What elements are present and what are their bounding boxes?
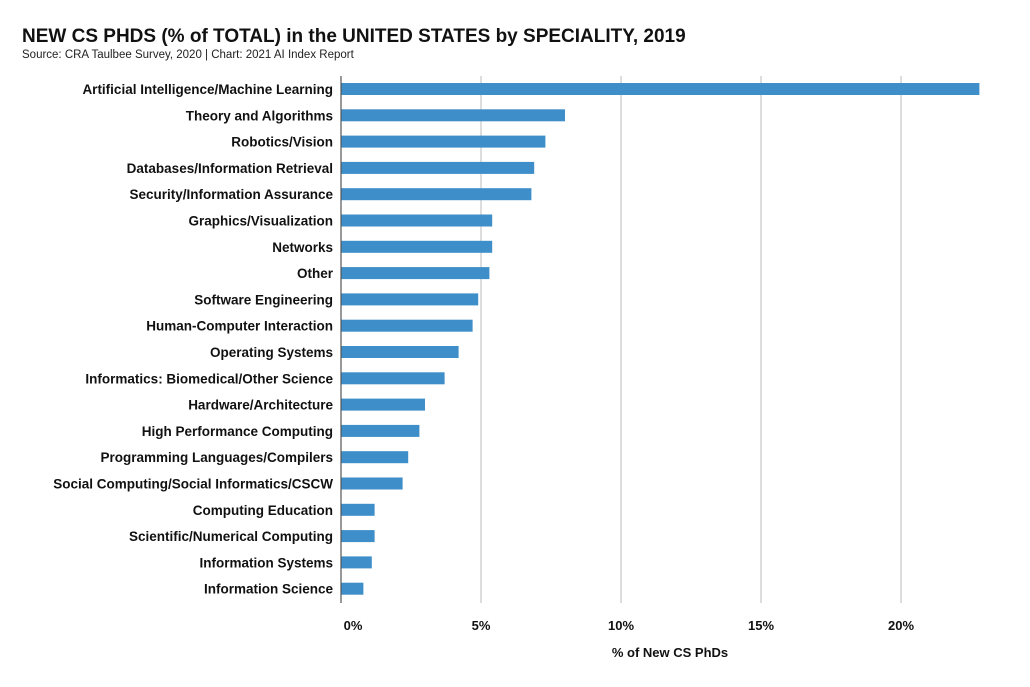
category-label: Informatics: Biomedical/Other Science [85, 371, 333, 386]
bar [341, 83, 980, 95]
category-label: Social Computing/Social Informatics/CSCW [53, 477, 333, 492]
x-tick-label: 5% [472, 618, 491, 633]
bar [341, 346, 459, 358]
category-label: High Performance Computing [142, 424, 333, 439]
bar [341, 372, 445, 385]
x-tick-label: 0% [344, 618, 363, 633]
bar [341, 530, 375, 543]
category-label: Theory and Algorithms [186, 108, 333, 123]
bar [341, 214, 493, 227]
bar [341, 451, 409, 464]
bar [341, 161, 535, 174]
bar [341, 424, 420, 437]
bar [341, 267, 490, 280]
bar [341, 240, 493, 253]
bar [341, 477, 403, 490]
bar [341, 135, 546, 148]
category-label: Programming Languages/Compilers [100, 450, 333, 465]
category-label: Operating Systems [210, 345, 333, 360]
category-label: Information Science [204, 582, 334, 597]
x-axis-label: % of New CS PhDs [612, 645, 728, 660]
bar [341, 582, 364, 595]
chart-title: NEW CS PHDS (% of TOTAL) in the UNITED S… [22, 26, 686, 47]
x-tick-label: 20% [888, 618, 914, 633]
category-label: Other [297, 266, 334, 281]
category-label: Artificial Intelligence/Machine Learning [82, 82, 333, 97]
category-label: Human-Computer Interaction [146, 319, 333, 334]
category-label: Databases/Information Retrieval [127, 161, 333, 176]
category-label: Software Engineering [194, 292, 333, 307]
category-label: Scientific/Numerical Computing [129, 529, 333, 544]
category-label: Robotics/Vision [231, 135, 333, 150]
bar [341, 319, 473, 332]
x-tick-label: 15% [748, 618, 774, 633]
bar [341, 556, 372, 569]
bar [341, 109, 565, 122]
category-label: Computing Education [193, 503, 333, 518]
category-label: Security/Information Assurance [129, 187, 333, 202]
category-label: Hardware/Architecture [188, 398, 333, 413]
bar [341, 398, 425, 411]
chart-subtitle: Source: CRA Taulbee Survey, 2020 | Chart… [22, 49, 354, 61]
category-label: Information Systems [199, 555, 333, 570]
bar [341, 188, 532, 201]
category-label: Graphics/Visualization [188, 214, 333, 229]
x-tick-label: 10% [608, 618, 634, 633]
bar [341, 503, 375, 516]
category-label: Networks [272, 240, 333, 255]
bar [341, 293, 479, 306]
